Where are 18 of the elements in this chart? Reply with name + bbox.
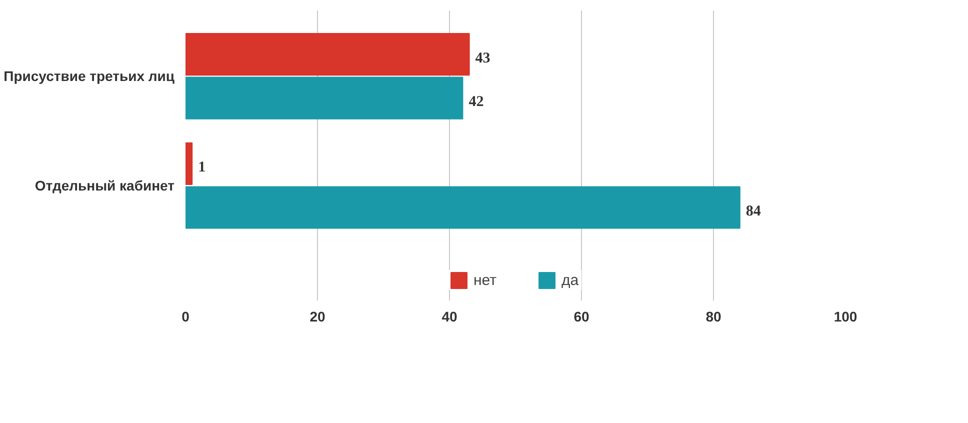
- data-label: 43: [475, 50, 490, 66]
- legend-label: да: [562, 272, 580, 288]
- x-tick-label: 0: [182, 308, 190, 324]
- x-tick-label: 80: [706, 308, 722, 324]
- x-tick-label: 100: [834, 308, 858, 324]
- x-tick-label: 40: [442, 308, 458, 324]
- bar: [186, 32, 470, 76]
- bar: [186, 186, 740, 229]
- legend-label: нет: [474, 272, 496, 288]
- y-tick-label: Отдельный кабинет: [34, 178, 175, 194]
- data-label: 1: [198, 160, 206, 176]
- data-label: 84: [746, 203, 762, 220]
- x-tick-label: 60: [574, 308, 590, 324]
- data-label: 42: [468, 94, 484, 110]
- x-tick-label: 20: [310, 308, 326, 324]
- bar: [186, 142, 193, 185]
- bar: [186, 76, 464, 120]
- y-tick-label: Присуствие третьих лиц: [4, 68, 175, 84]
